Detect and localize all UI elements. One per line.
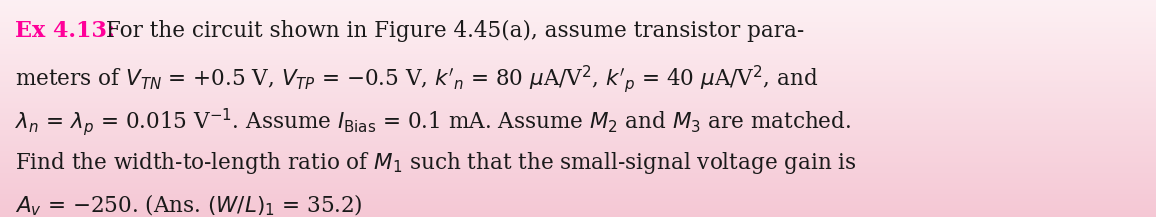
Text: Ex 4.13:: Ex 4.13: [15, 20, 116, 41]
Text: $A_v$ = −250. (Ans. $(W/L)_1$ = 35.2): $A_v$ = −250. (Ans. $(W/L)_1$ = 35.2) [15, 193, 363, 217]
Text: Find the width-to-length ratio of $M_1$ such that the small-signal voltage gain : Find the width-to-length ratio of $M_1$ … [15, 150, 857, 176]
Text: $\lambda_n$ = $\lambda_p$ = 0.015 V$^{-1}$. Assume $I_{\mathrm{Bias}}$ = 0.1 mA.: $\lambda_n$ = $\lambda_p$ = 0.015 V$^{-1… [15, 106, 851, 138]
Text: meters of $V_{TN}$ = +0.5 V, $V_{TP}$ = −0.5 V, $k'_n$ = 80 $\mu$A/V$^2$, $k'_p$: meters of $V_{TN}$ = +0.5 V, $V_{TP}$ = … [15, 63, 818, 95]
Text: For the circuit shown in Figure 4.45(a), assume transistor para-: For the circuit shown in Figure 4.45(a),… [106, 20, 805, 42]
